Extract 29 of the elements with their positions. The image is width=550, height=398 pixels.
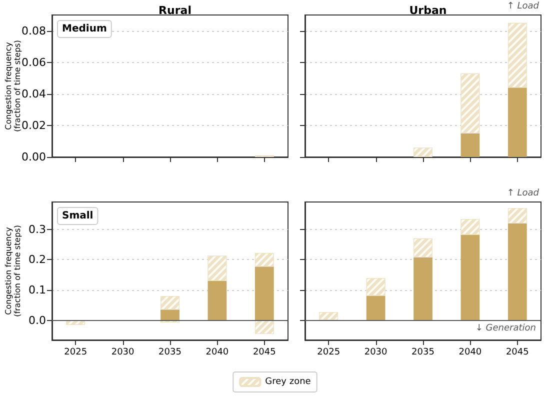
y-axis-title: Congestion frequency (fraction of time steps) (4, 225, 22, 317)
y-tick-label: 0.1 (28, 283, 46, 296)
y-tick-label: 0.04 (22, 87, 46, 100)
x-tick-label: 2035 (412, 348, 434, 358)
y-tick-label: 0.08 (22, 24, 46, 38)
y-tick-label: 0.2 (28, 253, 46, 266)
annotation: Small (62, 210, 94, 222)
x-tick-label: 2025 (64, 348, 88, 358)
x-tick-label: 2035 (158, 348, 182, 358)
x-tick-label: 2040 (458, 348, 482, 358)
y-tick-label: 0.0 (28, 314, 46, 327)
y-tick-label: 0.3 (28, 222, 46, 236)
x-tick-label: 2040 (206, 348, 229, 358)
annotation: Medium (62, 24, 107, 34)
chart-title: Rural (158, 4, 192, 17)
chart-title: Urban (409, 4, 447, 17)
y-tick-label: 0.06 (22, 56, 46, 69)
annotation: ↓ Generation (475, 324, 536, 334)
x-tick-label: 2045 (506, 348, 529, 358)
x-tick-label: 2030 (364, 348, 388, 358)
legend-label: Grey zone (265, 377, 312, 387)
y-tick-label: 0.00 (22, 150, 46, 164)
y-axis-title: Congestion frequency (fraction of time steps) (4, 40, 22, 132)
x-tick-label: 2045 (252, 348, 276, 358)
y-tick-label: 0.02 (22, 118, 46, 132)
text: ↑ Load (506, 2, 540, 12)
x-tick-label: 2030 (111, 348, 135, 358)
x-tick-label: 2025 (317, 348, 340, 358)
text: ↑ Load (506, 188, 540, 198)
